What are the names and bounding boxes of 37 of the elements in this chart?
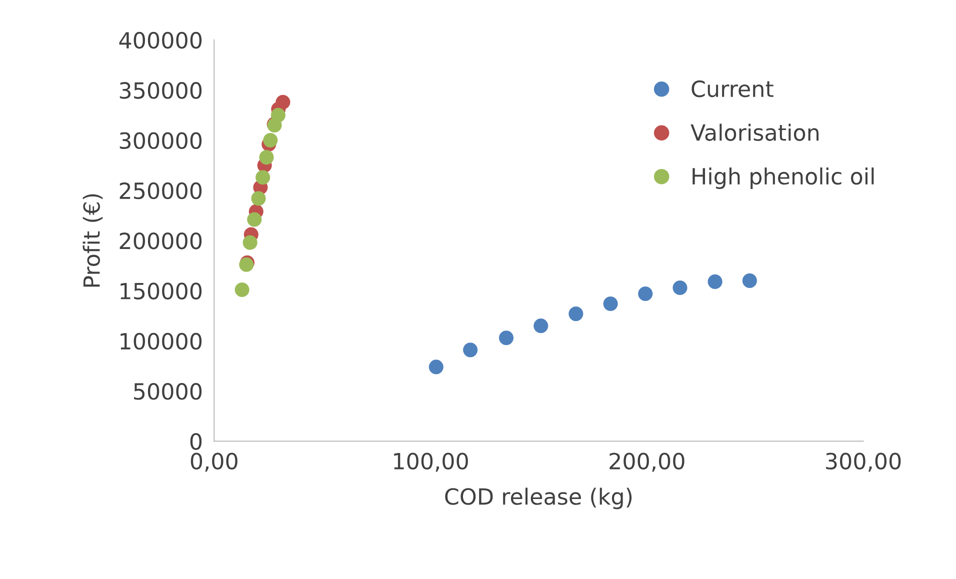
x-axis-title: COD release (kg)	[445, 488, 632, 510]
point	[603, 296, 618, 312]
point	[708, 274, 722, 289]
x-tick-label: 100,00	[394, 452, 468, 472]
point	[672, 280, 688, 296]
point	[263, 132, 278, 148]
point	[251, 191, 266, 206]
y-tick-label: 200000	[120, 232, 202, 250]
point	[534, 318, 548, 334]
point	[242, 235, 258, 250]
y-tick-label: 50000	[134, 382, 202, 400]
y-tick-label: 400000	[119, 32, 202, 49]
y-tick-label: 100000	[120, 332, 202, 350]
point	[270, 108, 286, 122]
y-tick-label: 300000	[120, 132, 202, 150]
point	[463, 342, 478, 358]
point	[428, 360, 444, 374]
point	[247, 212, 262, 227]
point	[256, 170, 270, 185]
legend-label: Current	[692, 80, 774, 98]
x-tick-label: 200,00	[610, 452, 684, 472]
legend-label: Valorisation	[690, 124, 819, 141]
x-tick-label: 0,00	[190, 452, 238, 472]
y-tick-label: 150000	[120, 282, 202, 300]
y-axis-title: Profit (€)	[82, 194, 103, 287]
point	[742, 273, 757, 288]
point	[259, 150, 274, 165]
y-tick-label: 350000	[120, 82, 202, 99]
y-tick-label: 250000	[120, 182, 202, 200]
x-tick-label: 300,00	[826, 452, 901, 472]
point	[276, 94, 290, 110]
point	[498, 330, 514, 346]
legend-label: High phenolic oil	[692, 167, 874, 189]
point	[638, 286, 653, 302]
point	[234, 282, 250, 298]
y-tick-label: 0	[190, 433, 202, 450]
point	[568, 306, 584, 322]
